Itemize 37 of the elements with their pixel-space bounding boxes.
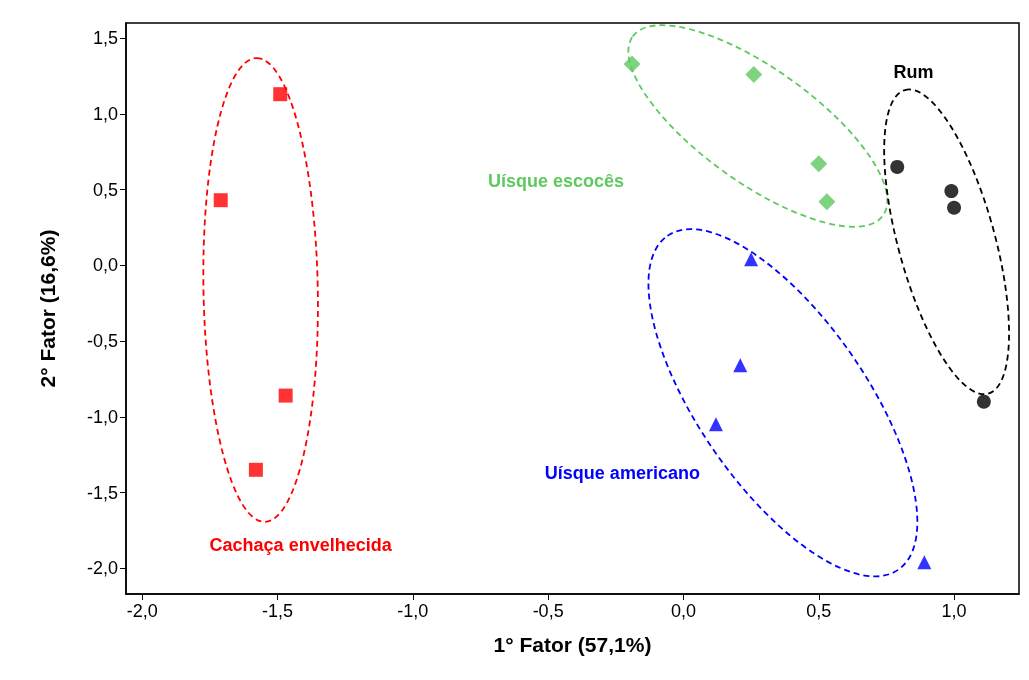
series-label: Uísque americano: [544, 463, 700, 484]
point: [708, 417, 723, 432]
x-tick-label: 0,5: [806, 601, 832, 621]
x-tick-label: -0,5: [532, 601, 564, 621]
point: [744, 252, 759, 267]
text: Uísque escocês: [487, 170, 625, 191]
x-tick-label: 1,0: [941, 601, 967, 621]
y-tick-label: 1,0: [92, 103, 118, 124]
text: Rum: [893, 61, 934, 82]
x-tick-label: -1,5: [262, 601, 294, 621]
x-tick-label: -2,0: [126, 601, 158, 621]
y-tick-label: -1,5: [86, 482, 118, 503]
point: [248, 462, 263, 477]
point: [947, 200, 962, 215]
y-tick-label: -2,0: [86, 558, 118, 579]
point: [213, 193, 228, 208]
point: [745, 66, 763, 83]
point: [944, 184, 959, 199]
y-tick-label: -1,0: [86, 406, 118, 427]
y-tick-label: 0,5: [92, 179, 118, 200]
x-tick-label: 0,0: [670, 601, 696, 621]
point: [273, 87, 288, 102]
text: Cachaça envelhecida: [209, 534, 393, 555]
x-tick-label: -1,0: [397, 601, 429, 621]
y-tick-label: -0,5: [86, 331, 118, 352]
point: [733, 358, 748, 373]
point: [810, 155, 828, 173]
point: [278, 388, 293, 403]
point: [890, 159, 905, 174]
y-tick-label: 0,0: [92, 255, 118, 276]
y-axis-title: 2° Fator (16,6%): [36, 229, 59, 388]
y-tick-label: 1,5: [92, 28, 118, 49]
point: [917, 555, 932, 570]
x-axis-title: 1° Fator (57,1%): [493, 633, 652, 656]
point: [976, 394, 991, 409]
point: [818, 193, 836, 211]
point: [623, 55, 641, 73]
